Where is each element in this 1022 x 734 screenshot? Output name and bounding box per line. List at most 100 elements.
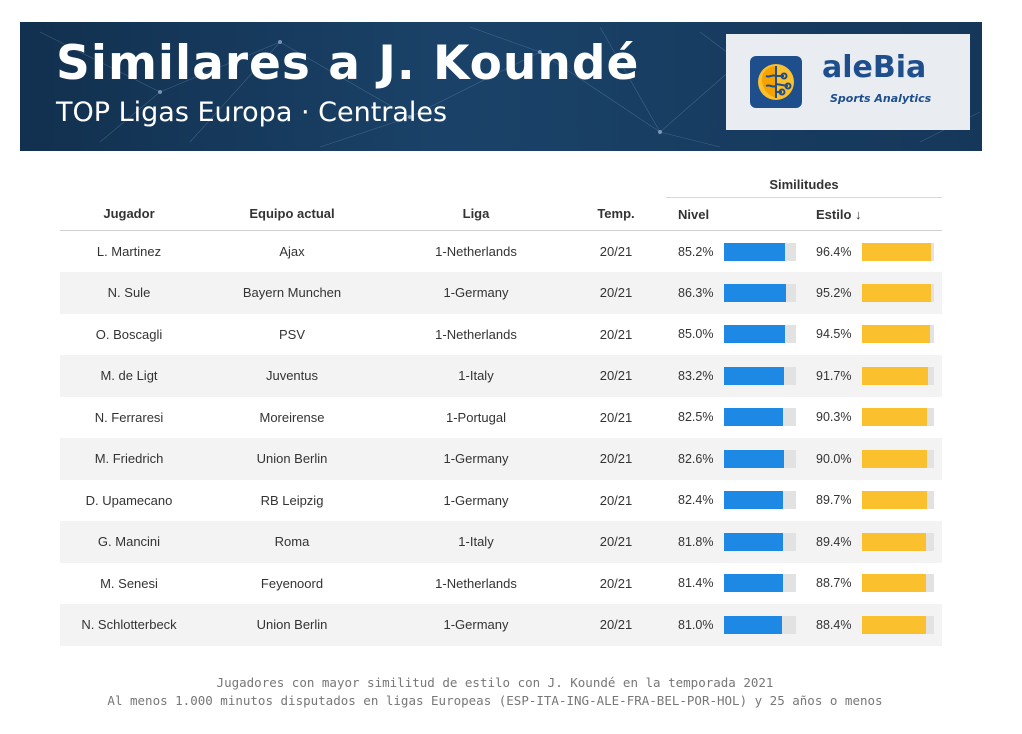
similarity-table: Similitudes Jugador Equipo actual Liga T… xyxy=(60,164,942,646)
estilo-bar xyxy=(862,325,930,344)
page-subtitle: TOP Ligas Europa · Centrales xyxy=(56,97,448,128)
table-row: D. Upamecano RB Leipzig 1-Germany 20/21 82.4… xyxy=(60,480,942,522)
player-name: G. Mancini xyxy=(97,534,161,550)
season-value: 20/21 xyxy=(599,617,633,633)
estilo-cell: 88.4% xyxy=(804,604,942,646)
nivel-value: 85.2% xyxy=(678,244,714,259)
column-header-liga[interactable]: Liga xyxy=(386,197,566,231)
estilo-bar-track xyxy=(862,366,934,385)
team-name: PSV xyxy=(278,326,305,342)
estilo-bar-track xyxy=(862,449,934,468)
team-name: Union Berlin xyxy=(256,451,328,467)
estilo-bar xyxy=(862,408,927,427)
estilo-value: 90.0% xyxy=(816,451,852,466)
estilo-cell: 91.7% xyxy=(804,355,942,397)
table-row: M. de Ligt Juventus 1-Italy 20/21 83.2% 91.7% xyxy=(60,355,942,397)
nivel-bar xyxy=(724,366,784,385)
league-name: 1-Netherlands xyxy=(435,575,517,591)
nivel-bar-track xyxy=(724,242,796,261)
column-header-equipo[interactable]: Equipo actual xyxy=(198,197,386,231)
season-value: 20/21 xyxy=(599,534,633,550)
nivel-bar xyxy=(724,574,783,593)
nivel-value: 85.0% xyxy=(678,327,714,342)
header-banner: Similares a J. Koundé TOP Ligas Europa ·… xyxy=(20,22,982,151)
estilo-bar-track xyxy=(862,325,934,344)
brand-name: aleBia xyxy=(822,50,927,85)
league-name: 1-Italy xyxy=(458,368,494,384)
season-value: 20/21 xyxy=(599,368,633,384)
nivel-bar xyxy=(724,325,786,344)
estilo-cell: 94.5% xyxy=(804,314,942,356)
table-row: N. Sule Bayern Munchen 1-Germany 20/21 86.3%… xyxy=(60,272,942,314)
team-name: Juventus xyxy=(265,368,319,384)
league-name: 1-Germany xyxy=(443,617,509,633)
estilo-cell: 95.2% xyxy=(804,272,942,314)
league-name: 1-Germany xyxy=(443,285,509,301)
nivel-bar-track xyxy=(724,449,796,468)
nivel-bar xyxy=(724,283,787,302)
team-name: RB Leipzig xyxy=(260,492,324,508)
nivel-bar xyxy=(724,491,784,510)
estilo-bar xyxy=(862,242,932,261)
estilo-value: 89.4% xyxy=(816,534,852,549)
nivel-cell: 82.6% xyxy=(666,438,804,480)
estilo-value: 95.2% xyxy=(816,285,852,300)
player-name: M. Friedrich xyxy=(94,451,164,467)
brand-logo: aleBia Sports Analytics xyxy=(726,34,970,130)
nivel-cell: 83.2% xyxy=(666,355,804,397)
estilo-bar xyxy=(862,366,928,385)
estilo-value: 88.4% xyxy=(816,617,852,632)
estilo-value: 94.5% xyxy=(816,327,852,342)
estilo-value: 89.7% xyxy=(816,493,852,508)
nivel-value: 83.2% xyxy=(678,368,714,383)
league-name: 1-Portugal xyxy=(446,409,506,425)
nivel-value: 81.8% xyxy=(678,534,714,549)
brain-icon xyxy=(750,56,802,108)
nivel-cell: 85.2% xyxy=(666,231,804,273)
player-name: N. Sule xyxy=(107,285,151,301)
estilo-bar-track xyxy=(862,615,934,634)
nivel-value: 81.0% xyxy=(678,617,714,632)
season-value: 20/21 xyxy=(599,492,633,508)
footnote-1: Jugadores con mayor similitud de estilo … xyxy=(216,675,774,690)
estilo-cell: 96.4% xyxy=(804,231,942,273)
nivel-bar xyxy=(724,615,783,634)
nivel-bar-track xyxy=(724,366,796,385)
nivel-value: 82.5% xyxy=(678,410,714,425)
column-header-temp[interactable]: Temp. xyxy=(566,197,666,231)
column-header-nivel[interactable]: Nivel xyxy=(666,197,804,231)
player-name: N. Ferraresi xyxy=(94,409,164,425)
season-value: 20/21 xyxy=(599,575,633,591)
nivel-bar-track xyxy=(724,408,796,427)
player-name: M. de Ligt xyxy=(100,368,158,384)
nivel-bar xyxy=(724,408,784,427)
estilo-cell: 90.3% xyxy=(804,397,942,439)
league-name: 1-Netherlands xyxy=(435,244,517,259)
league-name: 1-Italy xyxy=(458,534,494,550)
season-value: 20/21 xyxy=(599,326,633,342)
estilo-cell: 89.7% xyxy=(804,480,942,522)
nivel-value: 82.6% xyxy=(678,451,714,466)
nivel-bar xyxy=(724,532,783,551)
season-value: 20/21 xyxy=(599,451,633,467)
estilo-value: 96.4% xyxy=(816,244,852,259)
team-name: Roma xyxy=(274,534,310,550)
estilo-bar-track xyxy=(862,408,934,427)
table-row: O. Boscagli PSV 1-Netherlands 20/21 85.0% 94.… xyxy=(60,314,942,356)
table-row: M. Senesi Feyenoord 1-Netherlands 20/21 81.4… xyxy=(60,563,942,605)
player-name: M. Senesi xyxy=(100,575,158,591)
nivel-bar-track xyxy=(724,325,796,344)
estilo-bar-track xyxy=(862,491,934,510)
nivel-cell: 85.0% xyxy=(666,314,804,356)
page-title: Similares a J. Koundé xyxy=(56,36,640,91)
season-value: 20/21 xyxy=(599,285,633,301)
estilo-bar xyxy=(862,283,931,302)
estilo-bar-track xyxy=(862,283,934,302)
nivel-bar-track xyxy=(724,574,796,593)
league-name: 1-Netherlands xyxy=(435,326,517,342)
column-header-estilo[interactable]: Estilo ↓ xyxy=(804,197,942,231)
estilo-cell: 88.7% xyxy=(804,563,942,605)
nivel-value: 82.4% xyxy=(678,493,714,508)
nivel-cell: 81.8% xyxy=(666,521,804,563)
column-header-jugador[interactable]: Jugador xyxy=(60,197,198,231)
